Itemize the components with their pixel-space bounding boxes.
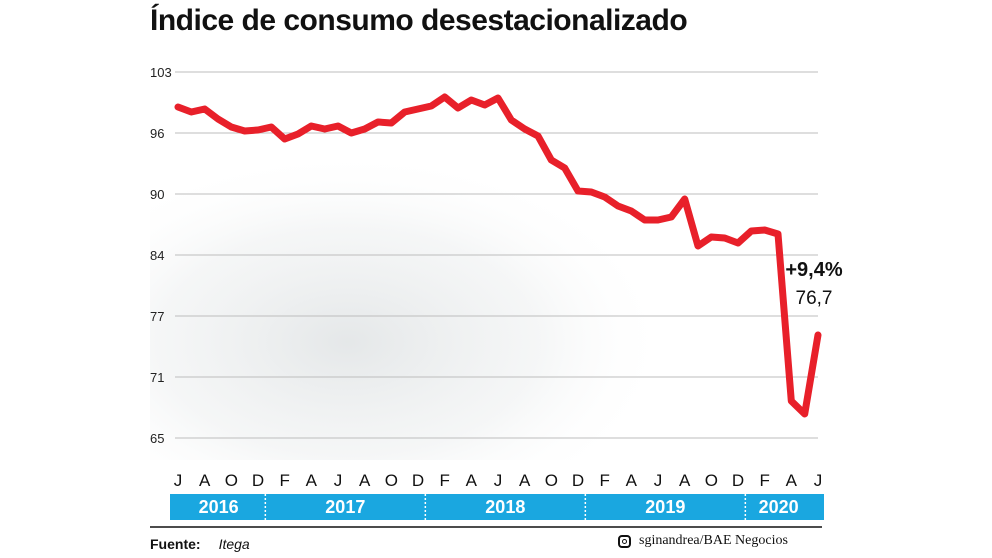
y-tick-label: 65 — [150, 431, 164, 446]
x-tick-label: F — [279, 471, 289, 490]
x-tick-label: A — [359, 471, 371, 490]
y-tick-label: 77 — [150, 309, 164, 324]
x-tick-label: A — [519, 471, 531, 490]
x-tick-label: F — [599, 471, 609, 490]
instagram-icon — [618, 534, 631, 548]
x-tick-label: A — [786, 471, 798, 490]
credit: sginandrea/BAE Negocios — [618, 533, 788, 549]
change-annotation: +9,4% — [785, 259, 842, 281]
x-tick-label: A — [466, 471, 478, 490]
x-tick-label: J — [174, 471, 183, 490]
year-label: 2018 — [485, 497, 525, 517]
x-tick-label: A — [626, 471, 638, 490]
credit-text: sginandrea/BAE Negocios — [639, 533, 788, 548]
last-value-label: 76,7 — [796, 288, 833, 309]
source-value: Itega — [218, 536, 250, 552]
source: Fuente: Itega — [150, 536, 250, 552]
x-tick-label: J — [814, 471, 823, 490]
year-band-bg — [170, 494, 824, 520]
x-tick-label: A — [306, 471, 318, 490]
x-tick-label: J — [334, 471, 343, 490]
x-tick-label: O — [385, 471, 398, 490]
y-tick-label: 90 — [150, 187, 164, 202]
x-tick-label: A — [679, 471, 691, 490]
y-tick-label: 71 — [150, 370, 164, 385]
x-tick-label: F — [439, 471, 449, 490]
x-tick-label: O — [225, 471, 238, 490]
year-label: 2017 — [325, 497, 365, 517]
annotations: +9,4% 76,7 — [785, 259, 842, 309]
year-label: 2020 — [759, 497, 799, 517]
y-tick-label: 103 — [150, 65, 172, 80]
year-band: 2016 2017 2018 2019 2020 — [170, 494, 824, 520]
y-axis-ticks: 103 96 90 84 77 71 65 — [150, 65, 172, 446]
consumption-index-line — [174, 93, 822, 418]
x-tick-label: A — [199, 471, 211, 490]
y-tick-label: 96 — [150, 126, 164, 141]
x-tick-label: D — [252, 471, 264, 490]
x-tick-label: J — [494, 471, 503, 490]
background-photo — [150, 150, 670, 460]
x-tick-label: J — [654, 471, 663, 490]
y-tick-label: 84 — [150, 248, 164, 263]
year-label: 2019 — [645, 497, 685, 517]
x-tick-label: D — [732, 471, 744, 490]
x-tick-label: F — [759, 471, 769, 490]
x-tick-label: O — [705, 471, 718, 490]
x-tick-label: D — [572, 471, 584, 490]
source-label: Fuente: — [150, 536, 201, 552]
x-tick-label: D — [412, 471, 424, 490]
chart-title: Índice de consumo desestacionalizado — [150, 4, 688, 37]
year-label: 2016 — [199, 497, 239, 517]
x-tick-label: O — [545, 471, 558, 490]
data-series — [174, 93, 822, 418]
